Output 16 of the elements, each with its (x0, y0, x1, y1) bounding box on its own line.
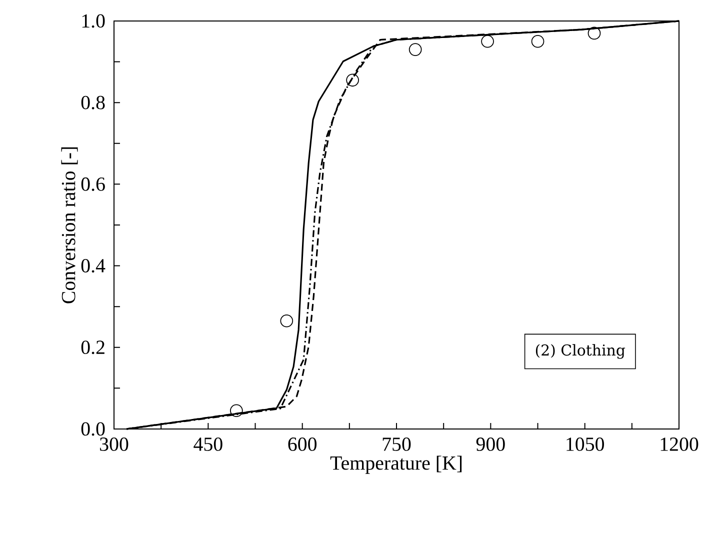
y-tick-label: 1.0 (82, 14, 105, 28)
y-tick-label: 0.0 (81, 422, 105, 436)
x-tick-label: 1200 (660, 437, 698, 451)
x-tick-label: 600 (288, 437, 317, 451)
y-tick-label: 0.4 (81, 259, 106, 273)
x-tick-label: 1050 (566, 437, 604, 451)
x-tick-label: 300 (100, 437, 128, 451)
annotation: (2) Clothing (536, 344, 626, 359)
y-axis-title: Conversion ratio [-] (61, 147, 78, 304)
y-tick-label: 0.2 (81, 340, 104, 354)
x-tick-label: 450 (194, 437, 222, 451)
x-axis-title: Temperature [K] (330, 456, 462, 474)
y-tick-label: 0.8 (81, 96, 105, 110)
x-tick-label: 900 (476, 437, 505, 451)
y-tick-label: 0.6 (81, 177, 105, 191)
x-tick-label: 750 (382, 437, 411, 451)
